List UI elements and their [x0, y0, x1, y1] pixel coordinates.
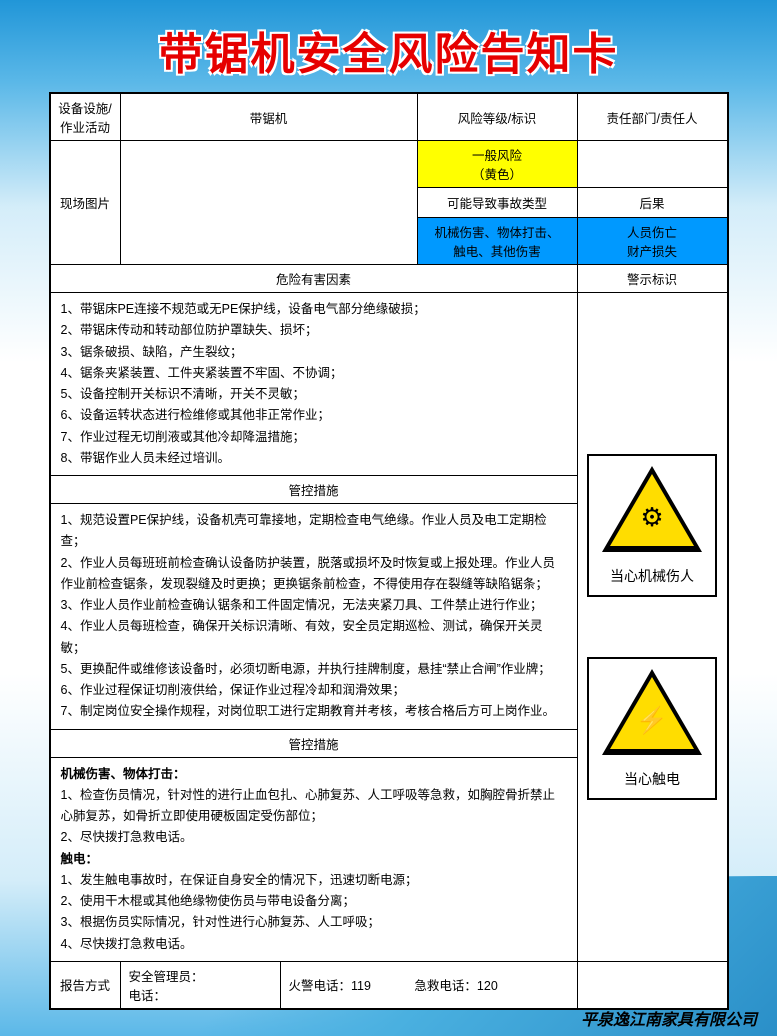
control-list: 1、规范设置PE保护线，设备机壳可靠接地，定期检查电气绝缘。作业人员及电工定期检… — [50, 504, 577, 730]
report-label: 报告方式 — [50, 961, 120, 1008]
warning-header: 警示标识 — [577, 265, 727, 293]
accident-type-label: 可能导致事故类型 — [417, 188, 577, 218]
risk-level: 一般风险 （黄色） — [417, 141, 577, 188]
risk-card: 设备设施/作业活动 带锯机 风险等级/标识 责任部门/责任人 现场图片 一般风险… — [49, 92, 729, 1010]
hazard-list: 1、带锯床PE连接不规范或无PE保护线，设备电气部分绝缘破损；2、带锯床传动和转… — [50, 293, 577, 476]
hdr-equipment: 设备设施/作业活动 — [50, 94, 120, 141]
footer-blank — [577, 961, 727, 1008]
accident-types: 机械伤害、物体打击、 触电、其他伤害 — [417, 218, 577, 265]
hazard-header: 危险有害因素 — [50, 265, 577, 293]
footer-fire: 火警电话：119 急救电话：120 — [280, 961, 577, 1008]
hdr-risk: 风险等级/标识 — [417, 94, 577, 141]
emergency-header: 管控措施 — [50, 729, 577, 757]
consequence-label: 后果 — [577, 188, 727, 218]
warning-sign-electric: ⚡ 当心触电 — [587, 657, 717, 800]
warning-signs-col: ⚙ 当心机械伤人 ⚡ 当心触电 — [577, 293, 727, 962]
triangle-icon: ⚙ — [602, 466, 702, 552]
triangle-icon-2: ⚡ — [602, 669, 702, 755]
footer-manager: 安全管理员： 电话： — [120, 961, 280, 1008]
hdr-dept: 责任部门/责任人 — [577, 94, 727, 141]
warning-sign-mechanical: ⚙ 当心机械伤人 — [587, 454, 717, 597]
dept-cell — [577, 141, 727, 188]
sign2-label: 当心触电 — [616, 761, 688, 792]
bolt-icon: ⚡ — [632, 705, 672, 736]
photo-label: 现场图片 — [50, 141, 120, 265]
consequences: 人员伤亡 财产损失 — [577, 218, 727, 265]
emergency-list: 机械伤害、物体打击：1、检查伤员情况，针对性的进行止血包扎、心肺复苏、人工呼吸等… — [50, 757, 577, 961]
photo-cell — [120, 141, 417, 265]
main-title: 带锯机安全风险告知卡 — [0, 18, 777, 82]
sign1-label: 当心机械伤人 — [602, 558, 702, 589]
gear-icon: ⚙ — [632, 502, 672, 533]
control-header: 管控措施 — [50, 476, 577, 504]
hdr-name: 带锯机 — [120, 94, 417, 141]
company-name: 平泉逸江南家具有限公司 — [581, 1006, 757, 1030]
